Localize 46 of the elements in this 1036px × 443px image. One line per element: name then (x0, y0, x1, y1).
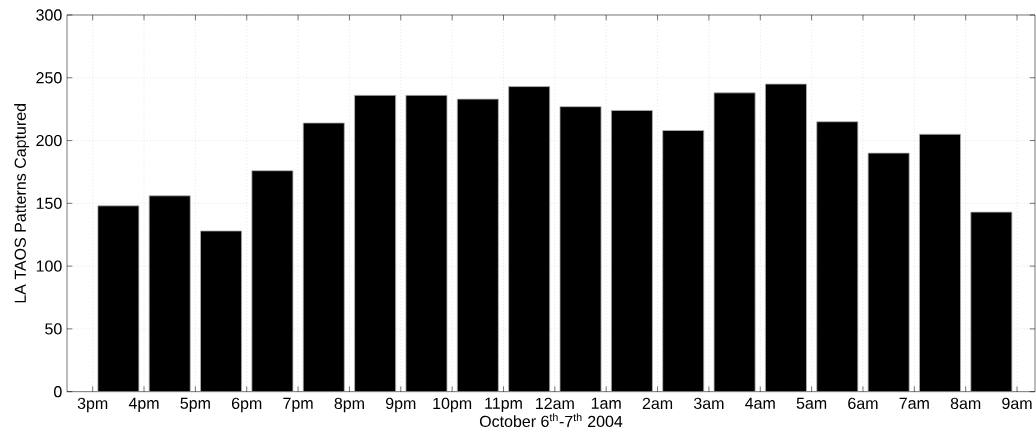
x-tick-label: 11pm (485, 397, 522, 413)
x-tick-label: 8pm (334, 397, 364, 413)
x-tick-label: 7am (899, 397, 929, 409)
x-tick-label: 6am (848, 397, 878, 410)
bar (765, 84, 807, 392)
bar (97, 205, 139, 392)
bar (662, 130, 704, 392)
x-tick-label: 10pm (433, 397, 472, 413)
y-tick-label: 50 (45, 323, 62, 335)
y-tick-label: 300 (36, 9, 62, 21)
x-tick-label: 1am (591, 397, 621, 409)
x-tick-label: 4pm (128, 397, 159, 413)
y-tick-label: 100 (36, 260, 62, 272)
x-tick-label: 7pm (283, 397, 313, 413)
x-tick-label: 6pm (231, 397, 262, 413)
x-tick-label: 3am (693, 397, 724, 410)
x-tick-label: 5pm (180, 397, 210, 413)
bar (149, 195, 191, 392)
y-tick-label: 250 (36, 72, 62, 84)
x-tick-label: 12am (536, 397, 574, 410)
x-tick-label: 8am (950, 397, 981, 410)
x-tick-label: 3pm (77, 397, 108, 413)
bar (200, 230, 242, 392)
y-axis-title: LA TAOS Patterns Captured (14, 104, 30, 303)
bar (868, 153, 910, 392)
x-tick-label: 5am (796, 397, 827, 409)
bar (816, 121, 858, 392)
y-tick-label: 150 (36, 197, 62, 209)
bar (970, 211, 1013, 392)
bar (251, 170, 293, 392)
x-tick-label: 9pm (385, 397, 416, 413)
x-tick-label: 2am (642, 397, 673, 410)
bar (611, 110, 653, 392)
bar (919, 134, 961, 392)
y-tick-label: 0 (54, 386, 62, 398)
bar (354, 95, 396, 392)
y-tick-label: 200 (36, 134, 62, 147)
x-tick-label: 4am (745, 397, 775, 409)
x-tick-label: 9am (1002, 397, 1032, 410)
x-axis-title: October 6$^{th}$-7$^{th}$ 2004 (479, 413, 623, 428)
bar (559, 106, 602, 392)
bar (714, 92, 756, 392)
bar (405, 95, 448, 392)
bar (303, 122, 345, 392)
bar (508, 86, 550, 392)
bar (457, 99, 499, 392)
